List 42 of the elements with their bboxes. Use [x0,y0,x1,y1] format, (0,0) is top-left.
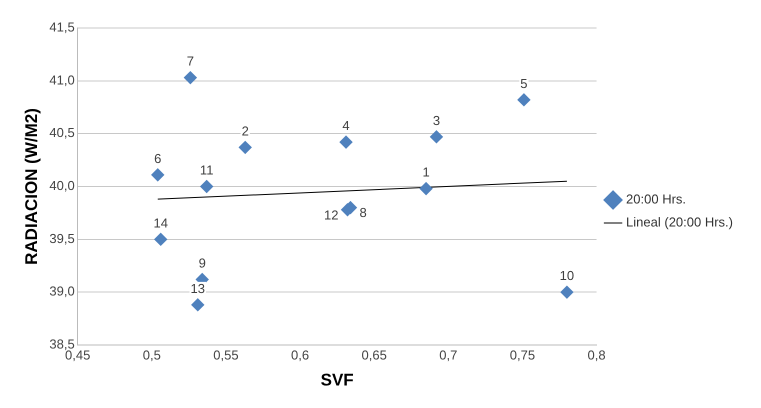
x-tick-label: 0,55 [213,347,239,362]
x-tick-label: 0,5 [142,347,161,362]
y-tick-label: 41,0 [49,72,75,88]
point [517,93,530,106]
x-tick-label: 0,65 [362,347,387,362]
point [238,140,252,154]
annotation: 5 [520,76,528,91]
x-tick-label: 0,7 [439,347,458,362]
annotation: 6 [154,150,162,166]
point [184,71,197,84]
x-tick-label: 0,6 [291,347,310,362]
y-tick-label: 40,0 [49,178,75,194]
point [191,298,204,312]
point [200,180,214,193]
point [151,168,164,182]
point [340,136,353,149]
annotation: 4 [342,118,350,134]
point [420,182,433,196]
y-tick-label: 41,5 [49,20,75,35]
annotation: 3 [432,112,440,128]
annotation: 2 [242,123,249,138]
x-axis-title: SVF [320,370,354,390]
legend-label: 20:00 Hrs. [626,192,686,207]
point [154,232,168,246]
annotation: 12 [324,207,339,222]
legend-label: Lineal (20:00 Hrs.) [626,214,734,230]
y-tick-label: 40,5 [49,125,75,140]
annotation: 9 [198,256,206,271]
point [430,130,443,144]
y-tick-label: 39,5 [49,230,75,246]
y-tick-label: 39,0 [49,284,75,299]
annotation: 13 [190,280,206,296]
y-axis-title: RADIACION (W/M2) [22,108,41,265]
annotation: 10 [560,268,574,284]
x-tick-label: 0,8 [588,347,606,362]
point [560,286,574,299]
annotation: 14 [153,215,168,230]
annotation: 11 [200,162,214,178]
annotation: 8 [359,205,367,220]
x-tick-label: 0,75 [510,347,536,362]
annotation: 1 [422,164,430,180]
annotation: 7 [186,54,194,69]
